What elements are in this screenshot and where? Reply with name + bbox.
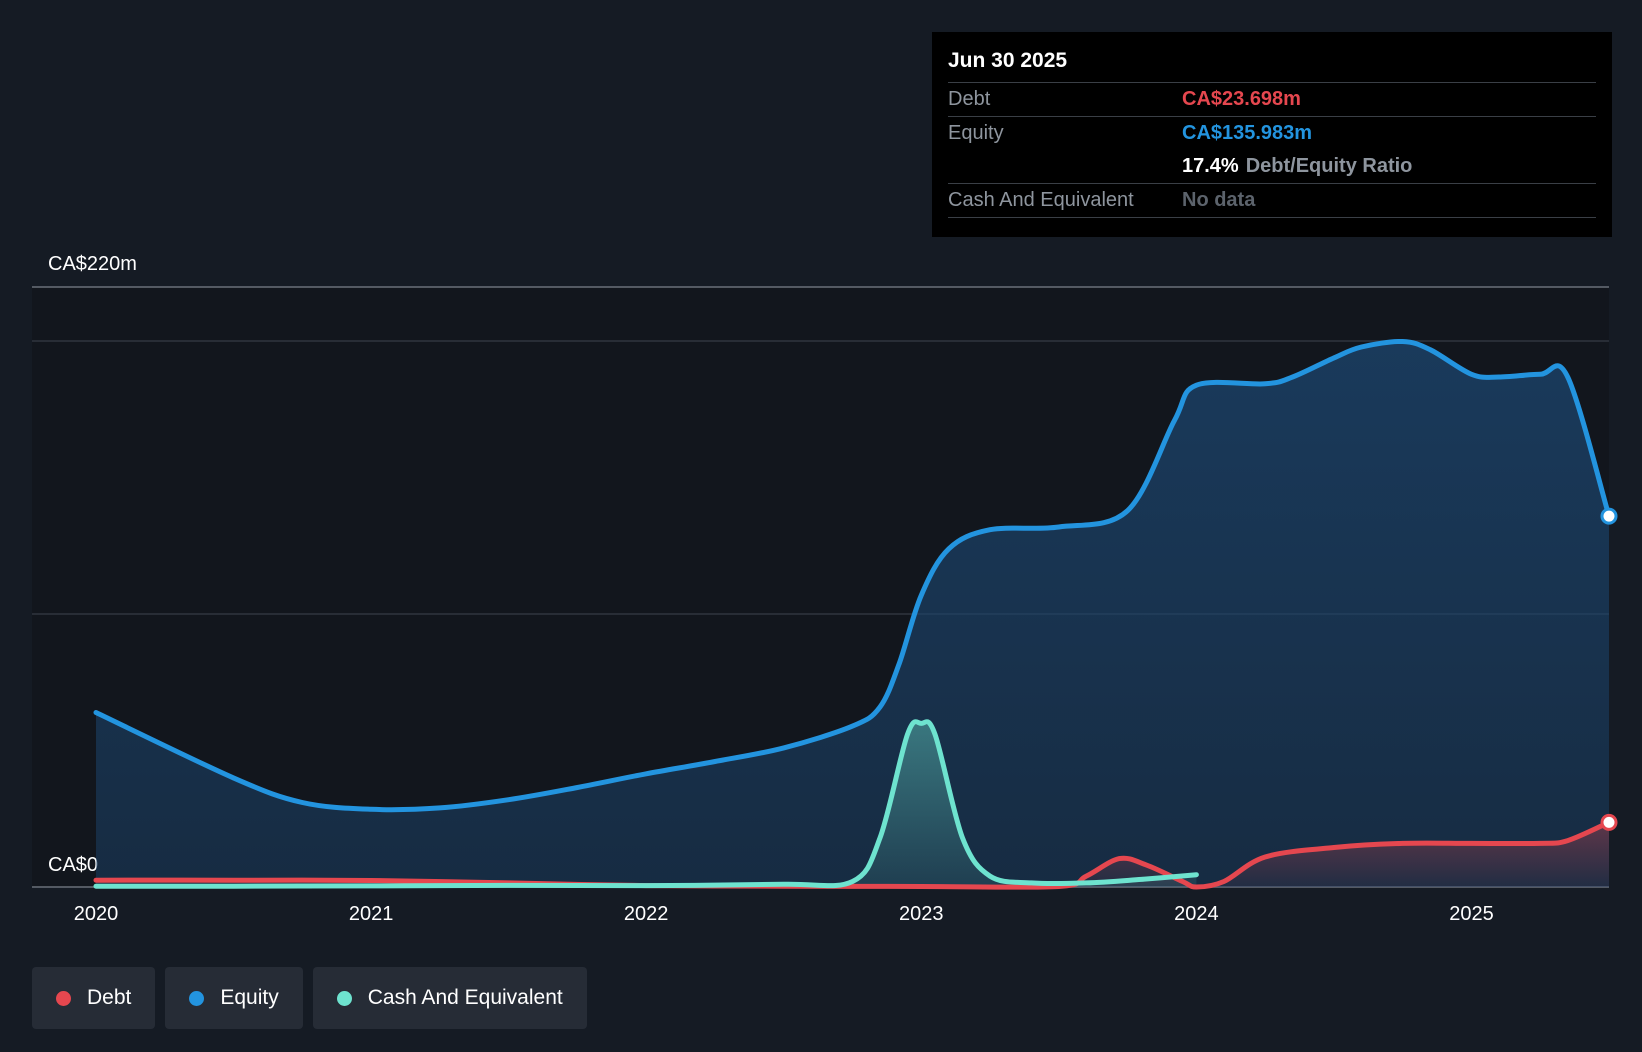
y-label-bottom: CA$0 (48, 854, 98, 876)
x-tick-label-2025: 2025 (1449, 903, 1494, 925)
tooltip-cash-label: Cash And Equivalent (948, 189, 1134, 211)
legend-equity-label: Equity (220, 986, 279, 1009)
x-tick-label-2023: 2023 (899, 903, 944, 925)
x-tick-label-2020: 2020 (74, 903, 119, 925)
tooltip-ratio-value: 17.4% (1182, 155, 1239, 177)
tooltip-debt-row: Debt CA$23.698m (948, 82, 1596, 116)
tooltip-equity-value: CA$135.983m (1182, 122, 1313, 144)
tooltip-ratio-label: Debt/Equity Ratio (1245, 155, 1413, 177)
equity-area (96, 341, 1609, 887)
x-tick-label-2021: 2021 (349, 903, 394, 925)
tooltip-debt-label: Debt (948, 88, 991, 110)
tooltip-equity-label: Equity (948, 122, 1004, 144)
tooltip-ratio-row: 17.4% Debt/Equity Ratio (948, 150, 1596, 183)
x-tick-label-2024: 2024 (1174, 903, 1219, 925)
tooltip-equity-row: Equity CA$135.983m (948, 116, 1596, 150)
legend-debt-label: Debt (87, 986, 132, 1009)
x-tick-label-2022: 2022 (624, 903, 669, 925)
equity-end-marker[interactable] (1600, 507, 1618, 525)
x-axis-ticks: 2020 2021 2022 2023 2024 2025 (74, 903, 1494, 925)
debt-end-marker[interactable] (1600, 813, 1618, 831)
cash-line (93, 719, 1199, 889)
tooltip-debt-value: CA$23.698m (1182, 88, 1301, 110)
legend-cash-label: Cash And Equivalent (367, 986, 563, 1009)
tooltip-panel: Jun 30 2025 Debt CA$23.698m Equity CA$13… (932, 32, 1612, 237)
legend: Debt Equity Cash And Equivalent (32, 967, 587, 1029)
legend-cash-dot-icon (336, 990, 352, 1006)
tooltip-cash-value: No data (1182, 189, 1256, 211)
legend-equity[interactable]: Equity (165, 967, 303, 1029)
y-label-top: CA$220m (48, 253, 137, 275)
cash-area (96, 721, 1197, 887)
tooltip-date: Jun 30 2025 (948, 49, 1068, 72)
legend-cash[interactable]: Cash And Equivalent (312, 967, 587, 1029)
legend-equity-dot-icon (189, 990, 205, 1006)
debt-line (93, 819, 1612, 890)
legend-debt[interactable]: Debt (32, 967, 156, 1029)
tooltip-cash-row: Cash And Equivalent No data (948, 183, 1596, 218)
legend-debt-dot-icon (56, 990, 71, 1006)
equity-line (93, 338, 1612, 813)
